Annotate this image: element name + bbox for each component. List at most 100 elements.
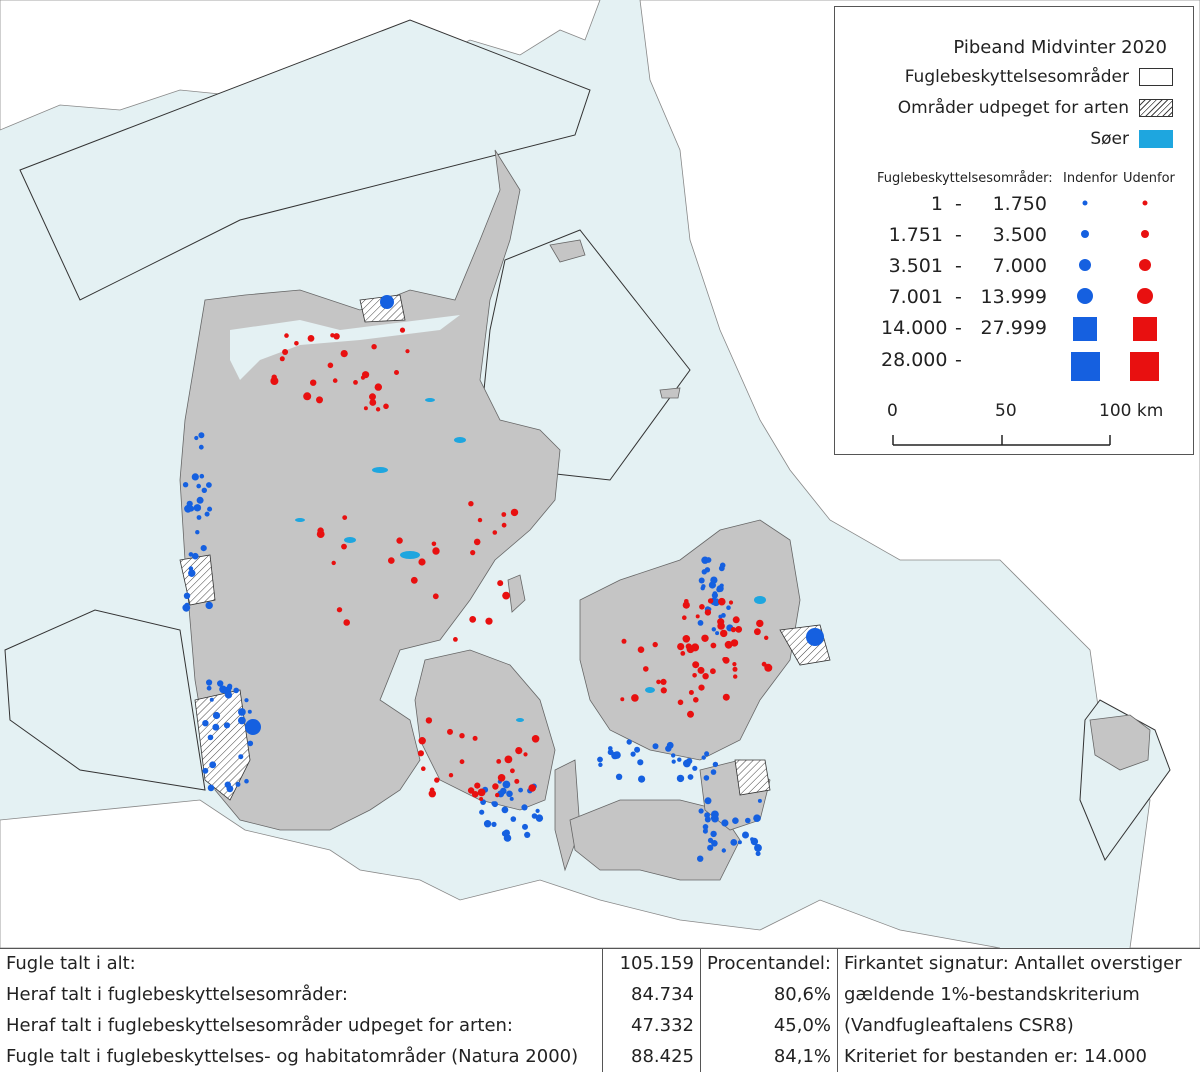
scale-label-50: 50 [995,401,1017,421]
legend-outside-label: Udenfor [1123,171,1175,186]
observation-point [374,383,382,391]
stats-percent: Procentandel: [700,948,838,979]
observation-point [737,840,742,845]
observation-point [754,844,762,852]
class-low: 1.751 [888,224,943,246]
observation-point [316,396,323,404]
legend-inside-label: Indenfor [1063,171,1118,186]
observation-point [598,762,603,767]
observation-point [620,697,625,702]
observation-point [518,787,523,793]
observation-point [434,777,440,783]
observation-point [597,756,603,763]
observation-point [497,774,506,782]
observation-point [196,483,201,489]
observation-point [510,816,517,822]
observation-point [330,333,335,338]
observation-point [730,627,737,633]
observation-point [195,530,200,535]
observation-point [337,607,343,613]
observation-point [196,496,204,504]
observation-point [621,638,627,644]
observation-point [399,327,406,333]
observation-point-large [245,719,261,735]
observation-point [191,473,199,481]
observation-point [491,821,497,828]
observation-point [697,855,704,862]
observation-point [247,740,254,747]
observation-point [515,747,523,755]
observation-point [477,517,483,523]
observation-point [369,399,377,406]
observation-point [238,708,246,716]
observation-point [353,380,358,385]
observation-point [703,827,708,832]
observation-point [626,739,632,745]
observation-point [193,505,199,511]
observation-point [247,709,252,714]
observation-point [184,602,190,608]
observation-point [192,552,199,560]
legend-item-designated-areas: Områder udpeget for arten [898,98,1173,118]
legend-item-label: Områder udpeget for arten [897,98,1129,118]
observation-point [707,844,714,851]
class-dash: - [955,255,962,277]
observation-point [331,560,336,566]
observation-point [282,349,289,355]
bornholm-land [1089,714,1151,771]
observation-point [728,600,734,605]
observation-point [198,444,204,450]
observation-point [396,537,403,544]
inside-symbol-3 [1079,259,1091,271]
stats-label: Heraf talt i fuglebeskyttelsesområder ud… [0,1010,603,1041]
observation-point [634,746,641,753]
observation-point [284,333,289,338]
class-high: 3.500 [992,224,1047,246]
designated-area-ringkobing [179,554,216,606]
observation-point [502,780,511,789]
hatched-box-icon [1139,99,1173,117]
observation-point [244,698,249,703]
observation-point [711,814,719,823]
observation-point [212,723,220,731]
observation-point [764,663,773,672]
observation-point [194,435,199,441]
observation-point [477,788,486,797]
outside-symbol-4 [1137,288,1153,304]
observation-point [223,722,231,729]
observation-point [643,666,649,672]
observation-point [677,699,684,706]
observation-point [719,562,726,569]
observation-point [425,717,433,724]
observation-point [656,679,661,685]
observation-point [224,691,233,699]
stats-value: 84.734 [602,979,701,1010]
stats-table: Fugle talt i alt: 105.159 Procentandel: … [0,948,1200,1085]
observation-point [485,617,493,625]
observation-point [732,662,737,667]
observation-point [703,775,710,781]
legend-symbol-header: Fuglebeskyttelsesområder: [877,171,1053,186]
observation-point [418,737,426,745]
observation-point [496,759,502,764]
observation-point [764,635,769,640]
observation-point [607,749,614,756]
funen-land [414,649,556,811]
observation-point [209,697,214,702]
stats-percent: 45,0% [700,1010,838,1041]
observation-point [732,817,739,824]
observation-point [730,639,739,647]
observation-point [757,798,762,803]
scale-label-0: 0 [887,401,898,421]
langeland-land [554,759,581,872]
observation-point [531,735,540,743]
laeso-land [549,239,586,263]
observation-point [726,605,731,610]
observation-point [698,808,704,814]
class-dash: - [955,193,962,215]
observation-point [755,851,761,857]
observation-point [244,778,249,784]
observation-point [730,839,738,846]
observation-point [630,751,636,757]
observation-point [501,830,509,837]
